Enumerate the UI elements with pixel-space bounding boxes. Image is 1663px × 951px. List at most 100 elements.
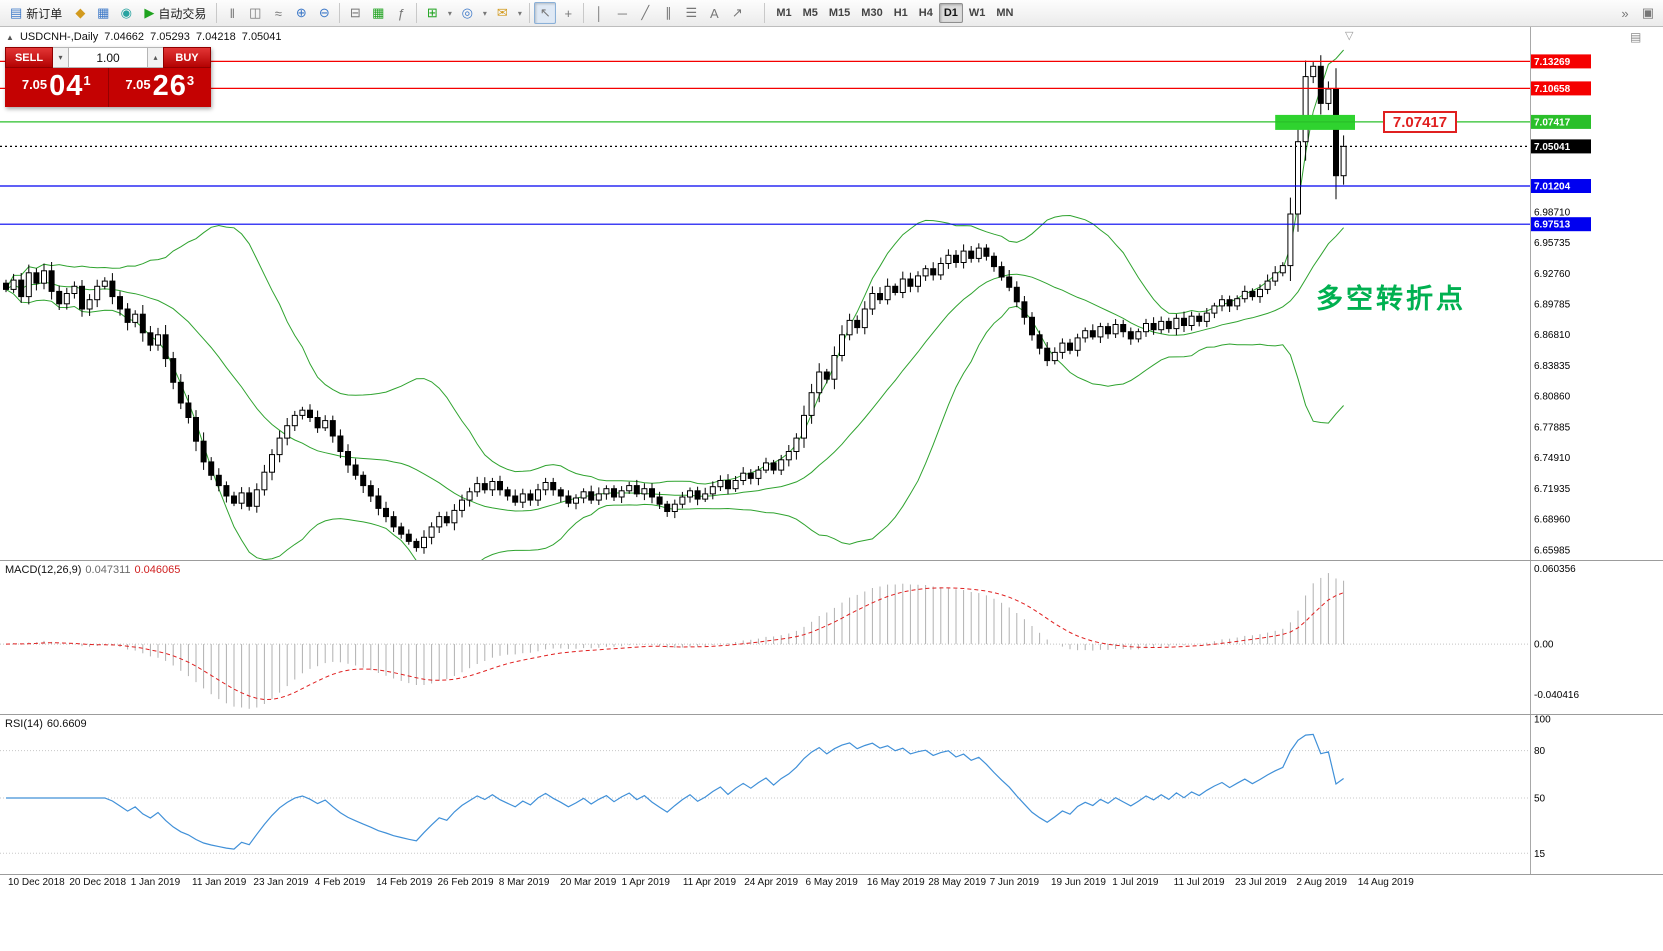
panel-separator[interactable] bbox=[0, 560, 1663, 561]
support2-price-tag: 6.97513 bbox=[1534, 220, 1571, 231]
time-axis-label: 8 Mar 2019 bbox=[498, 877, 550, 888]
price-scale-label: 6.95735 bbox=[1534, 238, 1571, 249]
restore-window-icon[interactable]: ▤ bbox=[1630, 30, 1642, 44]
reports-icon[interactable]: ▦ bbox=[97, 5, 110, 20]
zoom-out-button[interactable]: ⊖ bbox=[318, 5, 330, 20]
buy-button[interactable]: BUY bbox=[163, 47, 211, 68]
time-axis[interactable]: 10 Dec 2018 20 Dec 2018 1 Jan 2019 11 Jan 2… bbox=[0, 875, 1663, 893]
objects-dropdown-icon[interactable] bbox=[749, 2, 760, 24]
indicators-button[interactable]: ƒ bbox=[397, 5, 405, 21]
timeframe-button-m5[interactable]: M5 bbox=[798, 3, 823, 23]
time-axis-label: 16 May 2019 bbox=[866, 877, 925, 888]
volume-decrease-button[interactable]: ▾ bbox=[53, 47, 68, 68]
grid-button[interactable]: ▦ bbox=[372, 5, 385, 20]
panel-separator[interactable] bbox=[0, 874, 1663, 875]
bar-chart-button[interactable]: ‖ bbox=[229, 5, 236, 21]
rsi-label: RSI(14) 60.6609 bbox=[5, 718, 91, 730]
support-price-tag: 7.01204 bbox=[1534, 182, 1571, 193]
price-scale-label: 6.71935 bbox=[1534, 484, 1571, 495]
timeframe-button-h1[interactable]: H1 bbox=[889, 3, 913, 23]
open-value: 7.04662 bbox=[104, 31, 145, 43]
new-chart-button[interactable]: ⊞ bbox=[426, 5, 438, 20]
timeframe-button-w1[interactable]: W1 bbox=[964, 3, 991, 23]
chart-window[interactable]: 6.98710 6.95735 6.92760 6.89785 6.86810 6.838… bbox=[0, 27, 1663, 951]
time-axis-label: 26 Feb 2019 bbox=[437, 877, 494, 888]
community-icon[interactable]: ◉ bbox=[120, 5, 132, 20]
rsi-scale-label: 100 bbox=[1534, 715, 1551, 726]
macd-indicator-panel[interactable]: 0.060356 0.00 -0.040416 bbox=[0, 561, 1663, 714]
main-price-chart[interactable]: 6.98710 6.95735 6.92760 6.89785 6.86810 6.838… bbox=[0, 27, 1663, 560]
panel-separator[interactable] bbox=[0, 714, 1663, 715]
pivot-price-tag: 7.07417 bbox=[1534, 117, 1571, 128]
timeframe-button-d1[interactable]: D1 bbox=[938, 3, 963, 23]
cursor-button[interactable]: ↖ bbox=[534, 2, 557, 24]
rsi-value: 60.6609 bbox=[46, 718, 87, 730]
trendline-button[interactable]: ╱ bbox=[641, 5, 650, 20]
toolbar-overflow-icon[interactable]: » bbox=[1621, 5, 1629, 21]
rsi-indicator-panel[interactable]: 100 80 50 15 bbox=[0, 715, 1663, 874]
mailbox-button[interactable]: ✉ bbox=[496, 5, 508, 20]
collapse-icon[interactable]: ▲ bbox=[6, 33, 14, 42]
autotrading-button[interactable]: ▶ 自动交易 bbox=[138, 2, 212, 24]
text-tool-button[interactable]: A bbox=[709, 5, 719, 21]
line-chart-button[interactable]: ≈ bbox=[274, 5, 282, 21]
time-axis-label: 1 Jul 2019 bbox=[1112, 877, 1159, 888]
time-axis-label: 14 Aug 2019 bbox=[1357, 877, 1414, 888]
price-scale-label: 6.89785 bbox=[1534, 300, 1571, 311]
timeframe-button-mn[interactable]: MN bbox=[991, 3, 1018, 23]
candlestick-series bbox=[3, 55, 1347, 554]
time-axis-label: 1 Jan 2019 bbox=[130, 877, 181, 888]
time-axis-label: 6 May 2019 bbox=[805, 877, 858, 888]
fibonacci-button[interactable]: ☰ bbox=[685, 5, 698, 20]
crosshair-button[interactable]: + bbox=[564, 5, 573, 21]
bollinger-lower-band[interactable] bbox=[5, 288, 1344, 560]
macd-main-value: 0.047311 bbox=[85, 564, 131, 576]
profiles-button[interactable]: ◎ bbox=[461, 5, 473, 20]
bid-pip-digit: 1 bbox=[83, 73, 91, 88]
low-value: 7.04218 bbox=[195, 31, 236, 43]
time-axis-label: 20 Mar 2019 bbox=[560, 877, 617, 888]
window-icon[interactable]: ▣ bbox=[1641, 5, 1655, 20]
price-scale-label: 6.86810 bbox=[1534, 330, 1571, 341]
time-axis-label: 20 Dec 2018 bbox=[69, 877, 127, 888]
level-price-label[interactable]: 7.07417 bbox=[1383, 111, 1457, 133]
timeframe-button-m15[interactable]: M15 bbox=[824, 3, 855, 23]
profiles-dropdown-icon[interactable]: ▾ bbox=[482, 8, 487, 18]
toolbar-separator bbox=[583, 3, 585, 23]
time-axis-label: 11 Jan 2019 bbox=[192, 877, 247, 888]
horizontal-line-button[interactable]: ─ bbox=[617, 5, 627, 21]
candlestick-chart-button[interactable]: ◫ bbox=[249, 5, 262, 20]
bollinger-middle-band[interactable] bbox=[5, 227, 1344, 512]
chart-annotation-text[interactable]: 多空转折点 bbox=[1316, 284, 1466, 314]
new-chart-dropdown-icon[interactable]: ▾ bbox=[447, 8, 452, 18]
new-order-label: 新订单 bbox=[26, 6, 63, 21]
volume-input[interactable] bbox=[69, 48, 147, 67]
time-axis-label: 24 Apr 2019 bbox=[744, 877, 799, 888]
toolbar-separator bbox=[764, 3, 766, 23]
channel-button[interactable]: ∥ bbox=[665, 5, 672, 20]
ask-price-display: 7.05 26 3 bbox=[109, 68, 212, 107]
main-toolbar: ▤ 新订单 ◆ ▦ ◉ ▶ 自动交易 ‖ ◫ ≈ ⊕ ⊖ ⊟ ▦ ƒ ⊞ ▾ ◎… bbox=[0, 0, 1663, 27]
bollinger-upper-band[interactable] bbox=[5, 49, 1344, 485]
volume-increase-button[interactable]: ▴ bbox=[148, 47, 163, 68]
mailbox-dropdown-icon[interactable]: ▾ bbox=[517, 8, 522, 18]
timeframe-button-h4[interactable]: H4 bbox=[914, 3, 938, 23]
timeframe-button-m1[interactable]: M1 bbox=[771, 3, 796, 23]
arrows-tool-button[interactable]: ↗ bbox=[731, 5, 743, 20]
chart-shift-marker-icon[interactable]: ▽ bbox=[1345, 30, 1354, 42]
bid-prefix: 7.05 bbox=[21, 77, 48, 92]
sell-button[interactable]: SELL bbox=[5, 47, 53, 68]
toolbar-separator bbox=[339, 3, 341, 23]
new-order-button[interactable]: ▤ 新订单 bbox=[4, 2, 68, 24]
rsi-title: RSI(14) bbox=[5, 718, 43, 730]
tile-windows-button[interactable]: ⊟ bbox=[349, 5, 361, 20]
vertical-line-button[interactable]: │ bbox=[595, 5, 604, 21]
timeframe-button-m30[interactable]: M30 bbox=[856, 3, 887, 23]
time-axis-label: 4 Feb 2019 bbox=[314, 877, 366, 888]
deposit-icon[interactable]: ◆ bbox=[75, 5, 86, 20]
autotrading-play-icon: ▶ bbox=[144, 5, 155, 20]
rsi-line bbox=[6, 733, 1344, 850]
time-axis-label: 28 May 2019 bbox=[928, 877, 987, 888]
price-scale[interactable] bbox=[1530, 27, 1663, 874]
zoom-in-button[interactable]: ⊕ bbox=[295, 5, 307, 20]
